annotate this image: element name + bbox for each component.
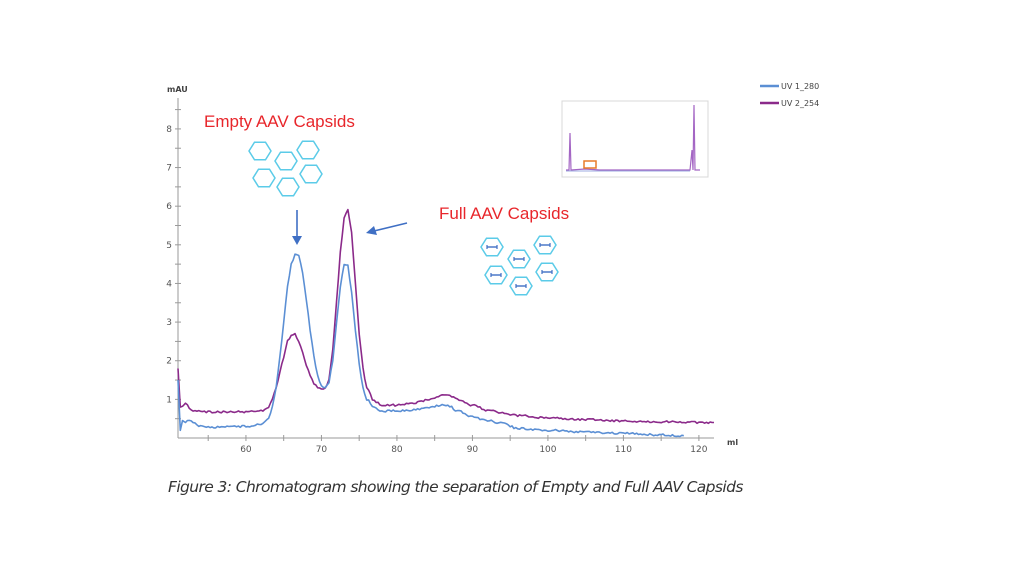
y-tick-label: 6 <box>166 202 172 212</box>
full-capsids-label: Full AAV Capsids <box>439 204 569 223</box>
full-arrowhead-icon <box>366 226 377 235</box>
x-tick-label: 110 <box>615 445 632 455</box>
empty-capsid-hexagon-icon <box>252 168 276 188</box>
x-axis-label: ml <box>727 438 738 447</box>
series-line-uv-2_254 <box>177 208 714 425</box>
thumbnail-trace <box>566 104 700 171</box>
full-capsid-hexagon-icon <box>533 235 557 255</box>
empty-capsid-hexagon-icon <box>274 151 298 171</box>
legend-label-uv2: UV 2_254 <box>781 99 819 108</box>
empty-capsid-hexagon-icon <box>276 177 300 197</box>
full-capsid-hexagon-icon <box>480 237 504 257</box>
empty-arrowhead-icon <box>292 236 302 245</box>
y-axis-label: mAU <box>167 85 188 94</box>
full-capsid-hexagons-icon <box>480 235 559 296</box>
annotation-arrows <box>292 210 408 245</box>
y-tick-label: 8 <box>166 125 172 135</box>
legend: UV 1_280 UV 2_254 <box>760 82 819 108</box>
figure-caption: Figure 3: Chromatogram showing the separ… <box>168 478 743 496</box>
y-tick-label: 7 <box>166 164 172 174</box>
x-ticks: 60 70 80 90 100 110 120 <box>207 435 708 455</box>
full-capsid-hexagon-icon <box>509 276 533 296</box>
full-capsid-hexagon-icon <box>507 249 531 269</box>
x-tick-label: 60 <box>240 445 252 455</box>
x-tick-label: 90 <box>467 445 479 455</box>
y-tick-label: 5 <box>166 241 172 251</box>
y-tick-label: 1 <box>166 395 172 405</box>
x-tick-label: 70 <box>316 445 328 455</box>
full-capsid-hexagon-icon <box>535 262 559 282</box>
y-tick-label: 3 <box>166 318 172 328</box>
empty-capsid-hexagons-icon <box>248 140 323 197</box>
x-tick-label: 120 <box>690 445 707 455</box>
full-capsid-hexagon-icon <box>484 265 508 285</box>
series-line-uv-1_280 <box>177 253 684 438</box>
y-tick-label: 4 <box>166 279 172 289</box>
x-tick-label: 100 <box>539 445 556 455</box>
thumbnail-frame <box>561 100 709 178</box>
empty-capsid-hexagon-icon <box>296 140 320 160</box>
x-tick-label: 80 <box>391 445 403 455</box>
y-tick-label: 2 <box>166 357 172 367</box>
empty-capsid-hexagon-icon <box>248 141 272 161</box>
thumbnail-zoom-region[interactable] <box>583 160 597 169</box>
empty-capsids-label: Empty AAV Capsids <box>204 112 355 131</box>
overview-thumbnail[interactable] <box>561 100 709 178</box>
series-layer <box>177 208 714 438</box>
full-arrow-icon <box>373 222 408 232</box>
legend-label-uv1: UV 1_280 <box>781 82 819 91</box>
empty-capsid-hexagon-icon <box>299 164 323 184</box>
